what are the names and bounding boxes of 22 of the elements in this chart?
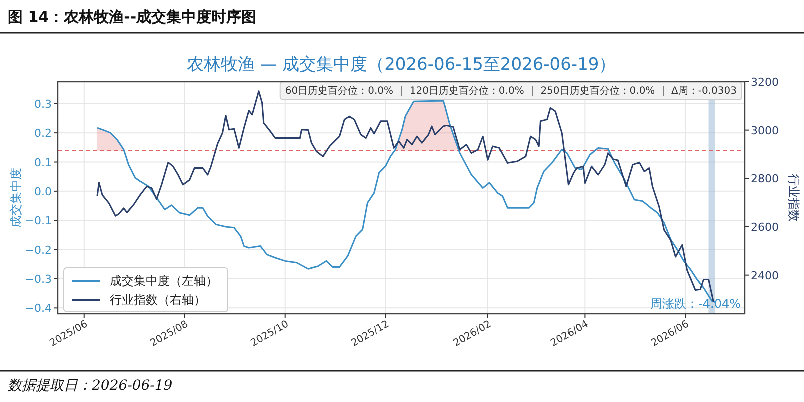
legend-label: 成交集中度（左轴） (110, 274, 218, 288)
y2-tick-label: 2600 (751, 221, 779, 234)
y2-tick-label: 2400 (751, 269, 779, 282)
y-tick-label: −0.3 (25, 272, 52, 286)
y-tick-label: −0.2 (25, 244, 52, 257)
y-tick-label: 0.3 (34, 98, 52, 111)
y-axis-title: 成交集中度 (9, 168, 23, 228)
y2-tick-label: 3200 (751, 76, 779, 89)
y2-axis-title: 行业指数 (787, 174, 801, 222)
legend-label: 行业指数（右轴） (110, 293, 206, 307)
text: 数据提取日：2026-06-19 (8, 378, 173, 394)
y-tick-label: −0.1 (25, 214, 52, 228)
y-tick-label: 0.1 (34, 156, 52, 170)
caption: 图 14：农林牧渔--成交集中度时序图 (8, 8, 257, 26)
y2-tick-label: 3000 (751, 124, 779, 138)
annotation: 60日历史百分位：0.0% ｜ 120日历史百分位：0.0% ｜ 250日历史百分位：0.0% ｜ Δ周：-0.0303 (285, 85, 737, 97)
y-tick-label: −0.4 (25, 302, 52, 316)
y2-tick-label: 2800 (751, 172, 779, 186)
y-tick-label: 0.2 (34, 127, 52, 140)
annotation: 周涨跌：-4.04% (650, 297, 741, 311)
y-tick-label: 0.0 (34, 185, 52, 198)
chart-title: 农林牧渔 — 成交集中度（2026-06-15至2026-06-19） (186, 55, 616, 75)
